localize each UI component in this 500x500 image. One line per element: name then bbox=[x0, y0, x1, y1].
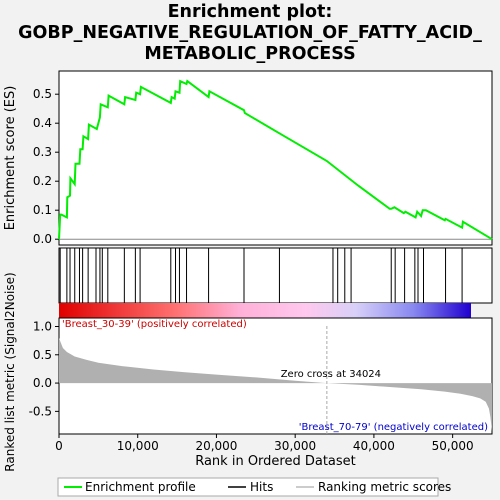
rank-xtick-label: 10,000 bbox=[117, 439, 159, 453]
hits-panel bbox=[58, 247, 493, 318]
legend-hits-label: Hits bbox=[250, 480, 273, 494]
rank-xtick-label: 30,000 bbox=[274, 439, 316, 453]
rank-ytick-label: 0.0 bbox=[33, 376, 52, 390]
es-plot-area bbox=[58, 70, 493, 246]
chart-title-line-2: GOBP_NEGATIVE_REGULATION_OF_FATTY_ACID_ bbox=[18, 23, 482, 43]
chart-title-line-3: METABOLIC_PROCESS bbox=[144, 44, 356, 64]
rank-ylabel: Ranked list metric (Signal2Noise) bbox=[3, 272, 17, 471]
rank-ytick-label: 1.0 bbox=[33, 319, 52, 333]
rank-ytick-label: 0.5 bbox=[33, 348, 52, 362]
rank-xtick-label: 50,000 bbox=[432, 439, 474, 453]
rank-color-bar bbox=[59, 303, 471, 318]
es-ytick-label: 0.3 bbox=[33, 145, 52, 159]
es-ytick-label: 0.0 bbox=[33, 232, 52, 246]
rank-xtick-label: 40,000 bbox=[353, 439, 395, 453]
rank-xtick-label: 0 bbox=[55, 439, 63, 453]
es-ytick-label: 0.1 bbox=[33, 203, 52, 217]
chart-title-line-1: Enrichment plot: bbox=[167, 2, 333, 22]
enrichment-profile-line bbox=[58, 79, 493, 241]
rank-ytick-label: -0.5 bbox=[29, 404, 52, 418]
axis-labels: Ranked list metric (Signal2Noise) Rank in… bbox=[3, 272, 356, 471]
legend: Enrichment profile Hits Ranking metric sco… bbox=[57, 477, 451, 497]
negative-correlation-label: 'Breast_70-79' (negatively correlated) bbox=[299, 422, 488, 433]
positive-correlation-label: 'Breast_30-39' (positively correlated) bbox=[62, 319, 247, 330]
ranking-metric-area bbox=[59, 337, 492, 432]
hits-area bbox=[58, 247, 493, 304]
enrichment-score-panel: 0.0 0.1 0.2 0.3 0.4 0.5 Enrichment score (ES) bbox=[3, 70, 493, 246]
es-ytick-label: 0.5 bbox=[33, 87, 52, 101]
legend-enrichment-label: Enrichment profile bbox=[85, 480, 196, 494]
legend-box bbox=[57, 477, 439, 497]
rank-xlabel: Rank in Ordered Dataset bbox=[195, 454, 356, 469]
es-ytick-label: 0.2 bbox=[33, 174, 52, 188]
ranking-metric-panel: Zero cross at 34024 'Breast_30-39' (posit… bbox=[29, 317, 493, 453]
rank-xtick-label: 20,000 bbox=[195, 439, 237, 453]
es-ylabel: Enrichment score (ES) bbox=[3, 86, 18, 231]
es-ytick-label: 0.4 bbox=[33, 116, 52, 130]
zero-cross-label: Zero cross at 34024 bbox=[281, 369, 381, 380]
legend-ranking-label: Ranking metric scores bbox=[318, 480, 451, 494]
